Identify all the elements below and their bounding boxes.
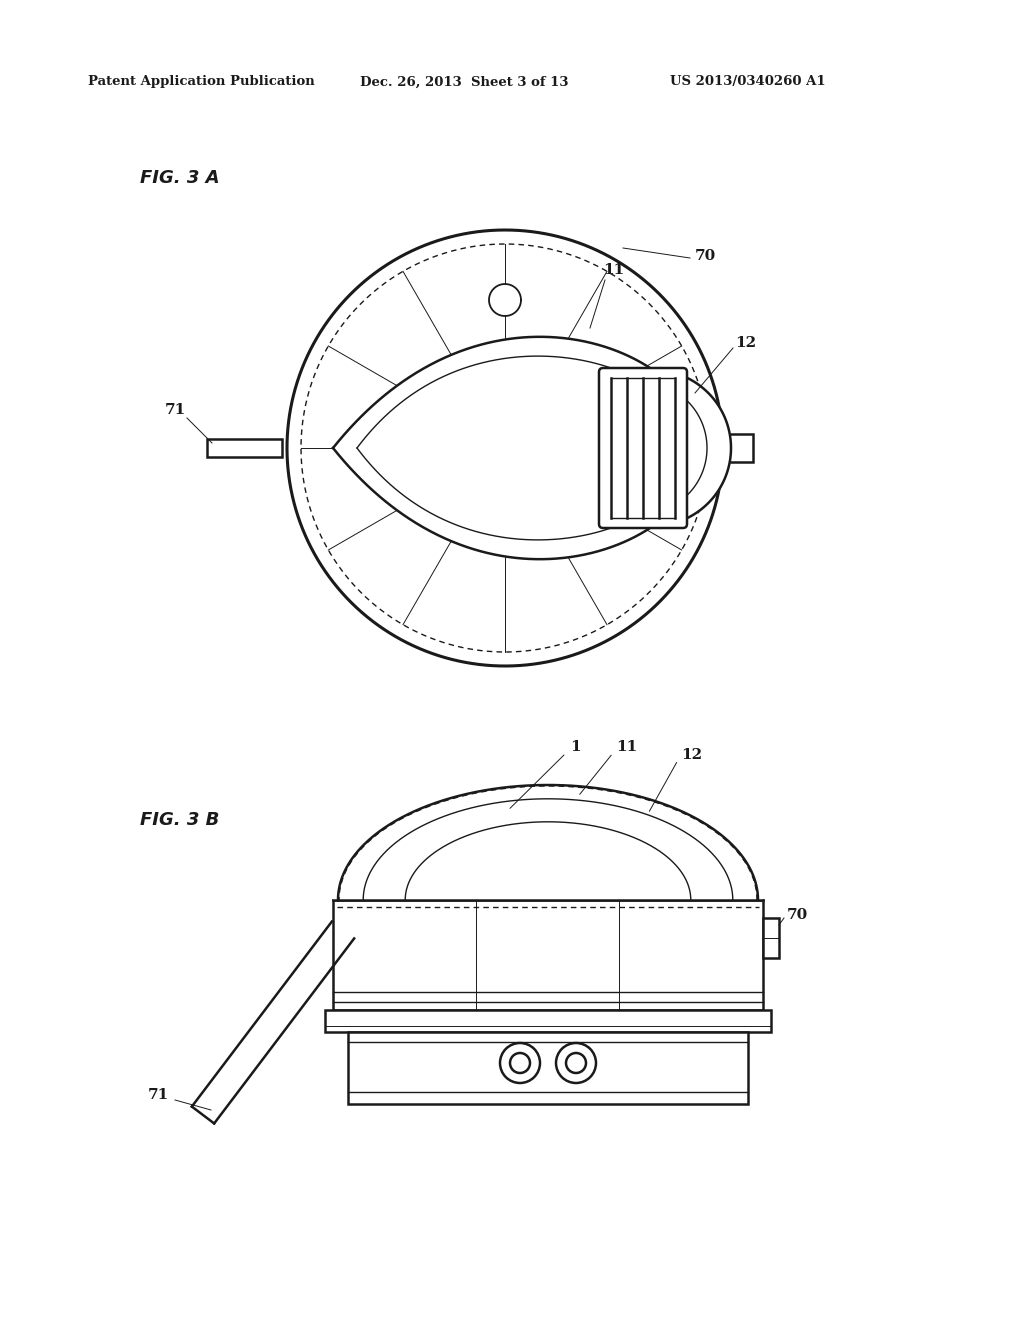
Circle shape	[510, 1053, 530, 1073]
Text: 12: 12	[735, 337, 756, 350]
Text: 1: 1	[430, 396, 440, 411]
Text: 71: 71	[148, 1088, 169, 1102]
Polygon shape	[333, 785, 763, 900]
Text: 70: 70	[787, 908, 808, 921]
Polygon shape	[605, 374, 681, 521]
FancyBboxPatch shape	[348, 1032, 748, 1104]
Text: 11: 11	[616, 741, 637, 754]
Text: Patent Application Publication: Patent Application Publication	[88, 75, 314, 88]
Text: FIG. 3 B: FIG. 3 B	[140, 810, 219, 829]
Text: FIG. 3 A: FIG. 3 A	[140, 169, 219, 187]
Text: 11: 11	[603, 263, 625, 277]
FancyBboxPatch shape	[763, 917, 779, 958]
Circle shape	[556, 1043, 596, 1082]
Text: 12: 12	[681, 748, 702, 762]
FancyBboxPatch shape	[325, 1010, 771, 1032]
Polygon shape	[490, 285, 520, 315]
FancyBboxPatch shape	[207, 440, 282, 457]
Text: US 2013/0340260 A1: US 2013/0340260 A1	[670, 75, 825, 88]
Text: 1: 1	[570, 741, 581, 754]
Text: Dec. 26, 2013  Sheet 3 of 13: Dec. 26, 2013 Sheet 3 of 13	[360, 75, 568, 88]
Text: 71: 71	[165, 403, 186, 417]
Circle shape	[566, 1053, 586, 1073]
FancyBboxPatch shape	[725, 434, 753, 462]
Text: 70: 70	[695, 249, 716, 263]
Circle shape	[500, 1043, 540, 1082]
Polygon shape	[333, 337, 731, 560]
FancyBboxPatch shape	[333, 900, 763, 1010]
FancyBboxPatch shape	[599, 368, 687, 528]
